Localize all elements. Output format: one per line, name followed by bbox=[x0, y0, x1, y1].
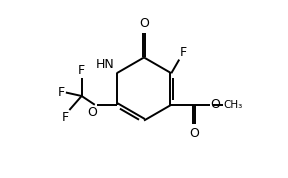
Text: O: O bbox=[211, 98, 220, 111]
Text: HN: HN bbox=[95, 58, 114, 71]
Text: F: F bbox=[78, 64, 85, 77]
Text: O: O bbox=[139, 17, 149, 30]
Text: O: O bbox=[87, 106, 97, 119]
Text: CH₃: CH₃ bbox=[223, 100, 243, 110]
Text: F: F bbox=[58, 86, 65, 99]
Text: F: F bbox=[180, 46, 187, 59]
Text: F: F bbox=[61, 111, 69, 124]
Text: O: O bbox=[189, 127, 199, 140]
